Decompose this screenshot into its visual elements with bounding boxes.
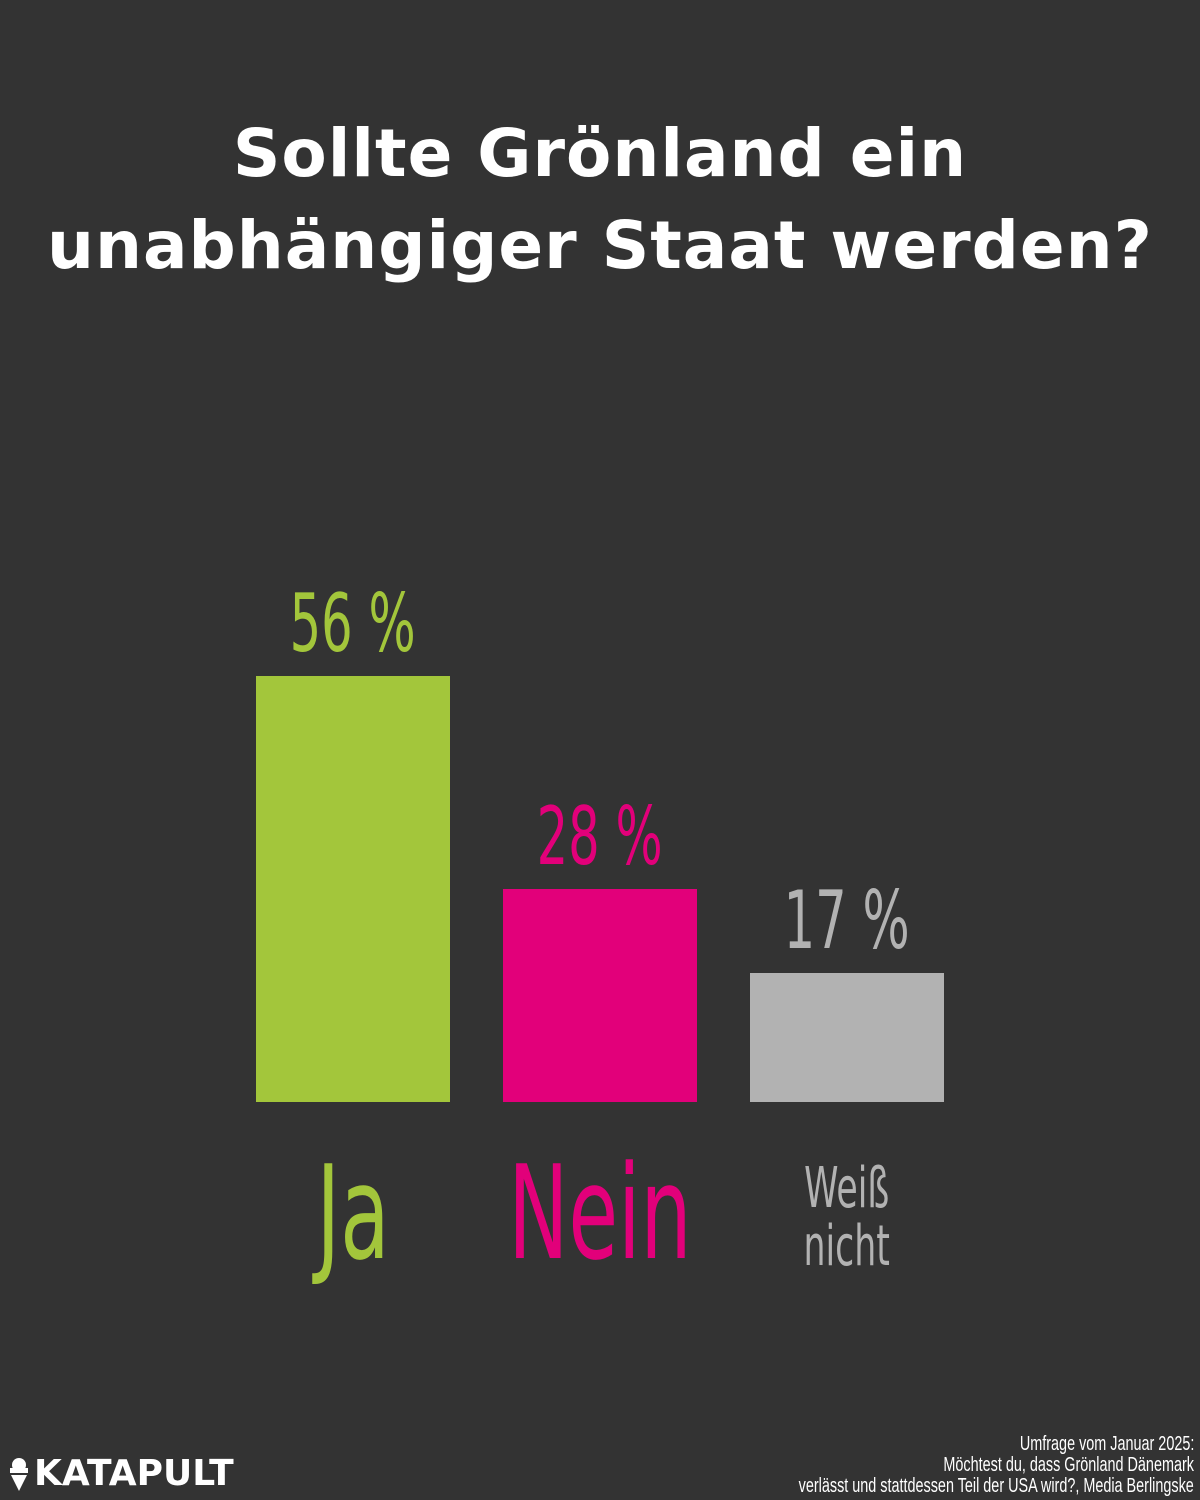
logo-text: KATAPULT — [34, 1453, 234, 1494]
category-text: Ja — [316, 1137, 390, 1289]
category-label: Nein — [450, 1148, 750, 1278]
title-line-1: Sollte Grönland ein — [232, 115, 968, 192]
title-line-2: unabhängiger Staat werden? — [47, 207, 1153, 284]
category-label: Weiß nicht — [697, 1160, 997, 1276]
value-label: 17 % — [697, 873, 997, 967]
chart-title: Sollte Grönland ein unabhängiger Staat w… — [0, 108, 1200, 292]
katapult-logo: KATAPULT — [8, 1456, 234, 1492]
bar-1 — [503, 889, 697, 1102]
category-text: nicht — [803, 1214, 891, 1279]
value-label: 56 % — [203, 584, 503, 664]
source-note: Umfrage vom Januar 2025: Möchtest du, da… — [645, 1434, 1194, 1497]
value-text: 17 % — [783, 873, 911, 967]
category-text: Weiß — [804, 1156, 890, 1221]
category-text: Nein — [508, 1137, 692, 1289]
value-text: 56 % — [289, 577, 417, 670]
source-line: Möchtest du, dass Grönland Dänemark — [943, 1454, 1194, 1476]
bar-0 — [256, 676, 450, 1102]
category-label: Ja — [203, 1148, 503, 1278]
value-text: 28 % — [536, 790, 664, 883]
bar-2 — [750, 972, 944, 1102]
value-label: 28 % — [450, 797, 750, 877]
ice-cream-icon — [10, 1458, 28, 1491]
source-line: Umfrage vom Januar 2025: — [1019, 1433, 1194, 1455]
source-line: verlässt und stattdessen Teil der USA wi… — [798, 1475, 1194, 1497]
